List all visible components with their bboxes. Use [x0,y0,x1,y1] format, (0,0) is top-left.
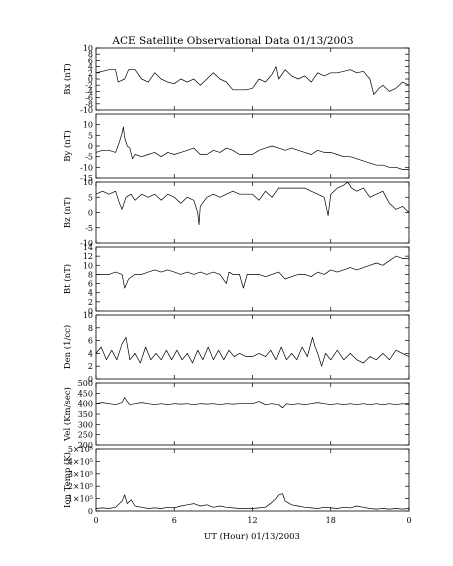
x-tick-label: 0 [406,516,411,525]
y-tick-label: 500 [78,379,93,388]
y-tick-label: 450 [78,389,93,398]
y-tick-label: 4 [88,289,93,298]
series-line-bt [96,255,409,289]
y-tick-label: 200 [78,441,93,450]
y-tick-label: 400 [78,400,93,409]
panel-frame [95,314,410,380]
y-tick-label: 8 [88,270,93,279]
y-tick-label: -5 [85,224,93,233]
y-tick-label: 1×10⁵ [68,495,93,504]
y-tick-label: 0 [88,375,93,384]
panel-frame [95,382,410,446]
y-tick-label: 4×10⁵ [68,457,93,466]
x-axis: 0 6 12 18 0 [93,516,411,525]
series-line-bx [95,66,410,95]
y-tick-label: 8 [88,324,93,333]
panel-bz: -10 -5 0 5 10 Bz (nT) [62,178,410,248]
series-line-den [95,337,410,367]
y-axis-label: Den (1/cc) [62,325,73,369]
series-line-vel [95,397,410,409]
y-axis-label: By (nT) [62,130,73,162]
y-tick-label: 4 [88,349,93,358]
y-tick-label: 2×10⁵ [68,482,93,491]
y-tick-label: 5 [88,193,93,202]
y-axis-label: Ion Temp (K) [62,452,73,508]
y-tick-label: 2 [88,362,93,371]
y-tick-label: 10 [83,121,93,130]
panel-by: -15 -10-5 0 510 By (nT) [62,113,410,183]
y-tick-label: -10 [80,106,93,115]
y-axis-label: Bt (nT) [62,264,73,294]
y-axis-label: Bx (nT) [62,63,73,95]
x-tick-label: 6 [172,516,177,525]
panel-frame [95,181,410,244]
y-tick-label: 0 [88,209,93,218]
y-tick-label: 10 [83,44,93,53]
y-tick-label: 14 [83,243,93,252]
y-tick-label: -6 [85,94,93,103]
x-tick-label: 18 [326,516,336,525]
panel-frame [95,448,410,512]
y-tick-label: 5 [88,131,93,140]
y-tick-label: 0 [88,142,93,151]
y-tick-label: 10 [83,261,93,270]
panel-frame [95,246,410,312]
y-tick-label: 10 [83,311,93,320]
y-axis-label: Bz (nT) [62,197,73,228]
y-tick-label: 12 [83,252,93,261]
panel-den: 0 2 4 6 8 10 Den (1/cc) [62,311,410,384]
series-line-by [95,126,409,170]
y-tick-label: 3×10⁵ [68,470,93,479]
y-tick-label: 300 [78,420,93,429]
y-tick-label: -15 [80,174,93,183]
y-tick-label: -4 [85,87,93,96]
y-tick-label: -5 [85,153,93,162]
y-axis-label: Vel (Km/sec) [62,387,73,442]
y-tick-label: 0 [88,75,93,84]
x-axis-label: UT (Hour) 01/13/2003 [204,531,300,542]
y-tick-label: 6 [88,337,93,346]
x-tick-label: 0 [93,516,98,525]
y-tick-label: 2 [88,69,93,78]
y-tick-label: -10 [80,239,93,248]
y-tick-label: 8 [88,50,93,59]
x-tick-label: 12 [247,516,257,525]
y-tick-label: 4 [88,63,93,72]
series-line-temp [95,493,410,510]
y-tick-label: 0 [88,307,93,316]
y-tick-label: -10 [80,163,93,172]
y-tick-label: 5×10⁵ [68,445,93,454]
y-tick-label: 0 [88,507,93,516]
y-tick-label: 350 [78,410,93,419]
y-tick-label: 250 [78,431,93,440]
y-tick-label: -2 [85,81,93,90]
y-tick-label: 6 [88,280,93,289]
y-tick-label: 6 [88,56,93,65]
y-tick-label: -8 [85,100,93,109]
y-tick-label: 10 [83,178,93,187]
chart-title: ACE Satellite Observational Data 01/13/2… [111,35,353,47]
panel-frame [95,113,410,179]
y-tick-label: 2 [88,298,93,307]
panel-frame [95,47,410,111]
series-line-bz [95,181,410,226]
